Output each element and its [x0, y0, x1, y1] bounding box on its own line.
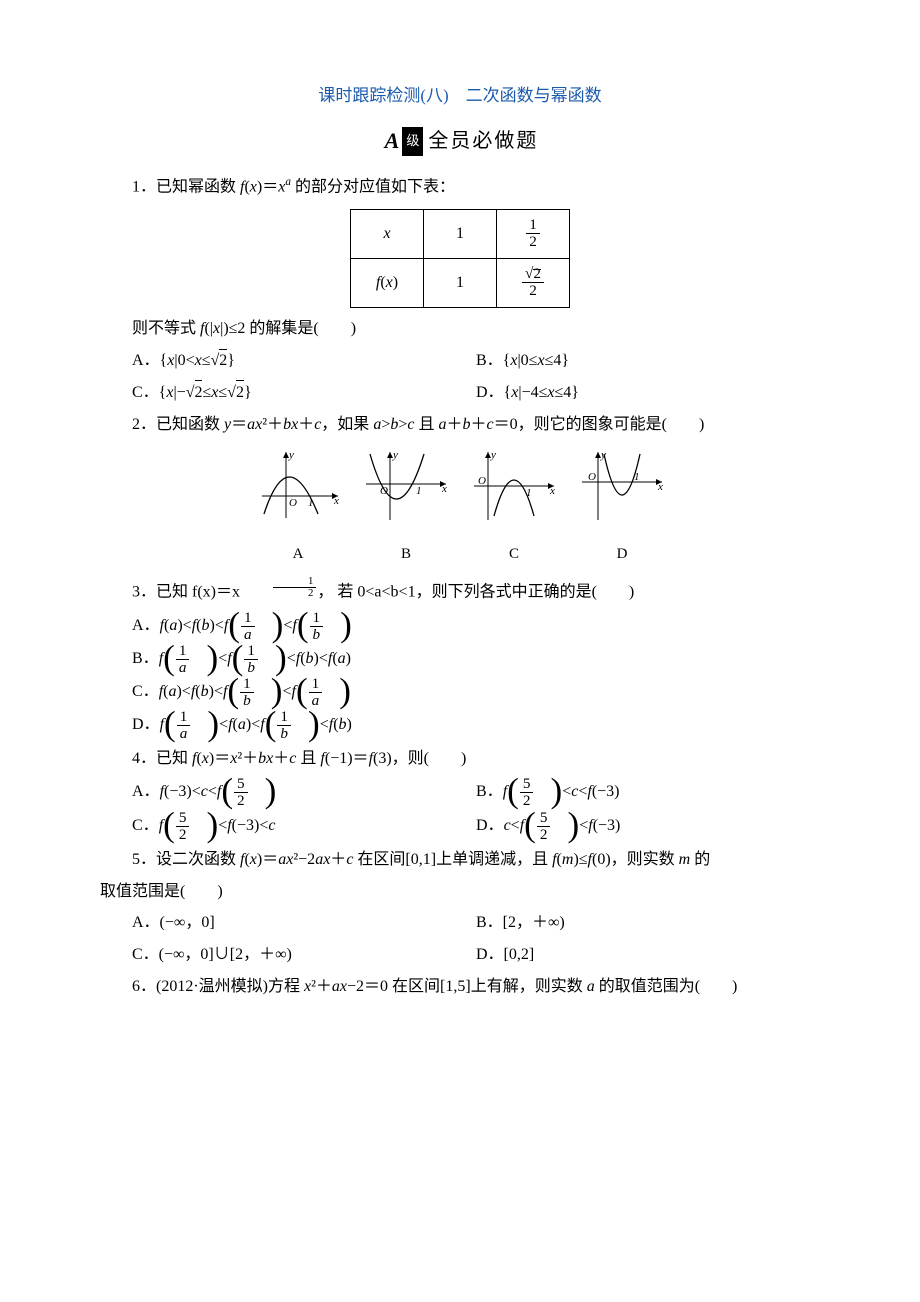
svg-text:O: O — [588, 471, 596, 483]
svg-text:1: 1 — [526, 487, 532, 499]
q2-graph-A: O 1 x y A — [252, 446, 344, 568]
q4-stem: 4．已知 f(x)＝x²＋bx＋c 且 f(−1)＝f(3)，则( ) — [100, 744, 820, 774]
q5-stem: 5．设二次函数 f(x)＝ax²−2ax＋c 在区间[0,1]上单调递减，且 f… — [100, 845, 820, 875]
q1-optC: C．{x|−√2≤x≤√2} — [132, 378, 476, 408]
q3-optB: B．f(1a )<f(1b )<f(b)<f(a) — [100, 643, 820, 676]
q3-stem: 3．已知 f(x)＝x12， 若 0<a<b<1，则下列各式中正确的是( ) — [100, 575, 820, 608]
svg-text:O: O — [380, 485, 388, 497]
svg-text:O: O — [289, 497, 297, 509]
q4-optB: B．f(52 )<c<f(−3) — [476, 776, 820, 809]
q2-graph-B: O 1 x y B — [360, 446, 452, 568]
svg-text:y: y — [600, 449, 606, 461]
q1-optB: B．{x|0≤x≤4} — [476, 346, 820, 376]
svg-text:y: y — [392, 449, 398, 461]
badge-a: A — [382, 120, 403, 162]
svg-text:x: x — [441, 483, 447, 495]
q6-stem: 6．(2012·温州模拟)方程 x²＋ax−2＝0 在区间[1,5]上有解，则实… — [100, 972, 820, 1002]
page-title: 课时跟踪检测(八) 二次函数与幂函数 — [100, 80, 820, 112]
q5-opts-row2: C．(−∞，0]∪[2，＋∞) D．[0,2] — [100, 940, 820, 970]
q4-opts-row2: C．f(52 )<f(−3)<c D．c<f(52 )<f(−3) — [100, 810, 820, 843]
q5-optD: D．[0,2] — [476, 940, 820, 970]
q5-opts-row1: A．(−∞，0] B．[2，＋∞) — [100, 908, 820, 938]
q1-opts-row2: C．{x|−√2≤x≤√2} D．{x|−4≤x≤4} — [100, 378, 820, 408]
svg-text:1: 1 — [416, 485, 422, 497]
q1-stem2: 则不等式 f(|x|)≤2 的解集是( ) — [100, 314, 820, 344]
svg-text:x: x — [657, 481, 663, 493]
q5-optB: B．[2，＋∞) — [476, 908, 820, 938]
q5-optC: C．(−∞，0]∪[2，＋∞) — [132, 940, 476, 970]
q4-optD: D．c<f(52 )<f(−3) — [476, 810, 820, 843]
svg-text:O: O — [478, 475, 486, 487]
q4-optC: C．f(52 )<f(−3)<c — [132, 810, 476, 843]
q5-stem2: 取值范围是( ) — [100, 877, 820, 907]
q3-optD: D．f(1a )<f(a)<f(1b )<f(b) — [100, 709, 820, 742]
q2-stem: 2．已知函数 y＝ax²＋bx＋c，如果 a>b>c 且 a＋b＋c＝0，则它的… — [100, 410, 820, 440]
svg-text:1: 1 — [634, 471, 640, 483]
svg-text:x: x — [549, 485, 555, 497]
q1-table: x 1 12 f(x) 1 √22 — [350, 209, 570, 308]
svg-text:1: 1 — [308, 497, 314, 509]
q2-graph-C: O 1 x y C — [468, 446, 560, 568]
q1-optD: D．{x|−4≤x≤4} — [476, 378, 820, 408]
svg-text:y: y — [288, 449, 294, 461]
level-badge: A级 全员必做题 — [100, 120, 820, 162]
q1-stem: 1．已知幂函数 f(x)＝xa 的部分对应值如下表： — [100, 172, 820, 203]
q1-optA: A．{x|0<x≤√2} — [132, 346, 476, 376]
q5-optA: A．(−∞，0] — [132, 908, 476, 938]
svg-text:x: x — [333, 495, 339, 507]
badge-level: 级 — [402, 127, 423, 156]
q2-graph-D: O 1 x y D — [576, 446, 668, 568]
q2-graphs: O 1 x y A O 1 x y B O 1 — [100, 446, 820, 569]
q4-optA: A．f(−3)<c<f(52 ) — [132, 776, 476, 809]
badge-text: 全员必做题 — [428, 122, 538, 160]
q4-opts-row1: A．f(−3)<c<f(52 ) B．f(52 )<c<f(−3) — [100, 776, 820, 809]
q1-opts-row1: A．{x|0<x≤√2} B．{x|0≤x≤4} — [100, 346, 820, 376]
svg-text:y: y — [490, 449, 496, 461]
